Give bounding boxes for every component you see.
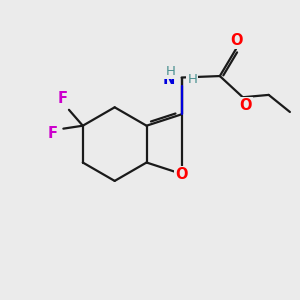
Text: H: H (165, 65, 175, 78)
Text: O: O (230, 33, 242, 48)
Text: F: F (47, 126, 58, 141)
Text: F: F (57, 91, 67, 106)
Text: O: O (239, 98, 252, 113)
Text: N: N (163, 72, 175, 87)
Text: O: O (175, 167, 188, 182)
Text: H: H (188, 74, 197, 86)
